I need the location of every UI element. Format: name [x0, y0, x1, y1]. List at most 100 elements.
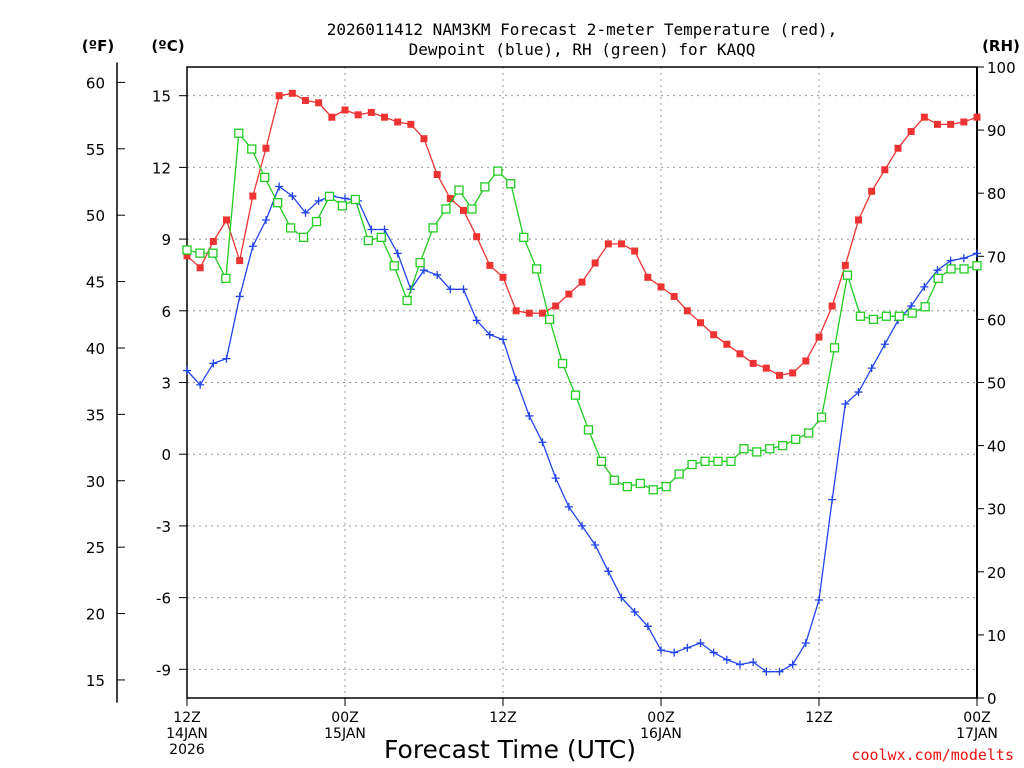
- data-point: [544, 314, 555, 325]
- data-point: [868, 314, 879, 325]
- series-rh: [182, 128, 982, 495]
- data-point: [868, 187, 876, 195]
- data-point: [275, 182, 284, 191]
- data-point: [454, 185, 464, 195]
- data-point: [209, 237, 217, 245]
- data-point: [341, 106, 349, 114]
- data-point: [472, 316, 481, 325]
- data-point: [933, 273, 943, 284]
- fahrenheit-tick-label: 30: [86, 473, 105, 491]
- data-point: [855, 216, 862, 224]
- x-tick-label: 15JAN: [324, 726, 366, 742]
- series-line: [186, 185, 978, 673]
- data-point: [235, 292, 244, 301]
- fahrenheit-tick-label: 60: [86, 74, 105, 92]
- data-point: [762, 364, 770, 372]
- data-point: [946, 256, 955, 265]
- fahrenheit-tick-label: 20: [86, 606, 105, 624]
- data-point: [618, 240, 625, 248]
- data-point: [635, 478, 645, 489]
- data-point: [749, 359, 757, 367]
- data-point: [234, 128, 244, 138]
- series-dewpoint: [183, 182, 981, 676]
- data-point: [564, 502, 573, 511]
- data-point: [749, 658, 758, 667]
- celsius-tick-label: 3: [161, 375, 171, 393]
- data-point: [459, 285, 468, 294]
- data-point: [630, 607, 639, 616]
- data-point: [196, 380, 205, 389]
- x-tick-label: 2026: [169, 742, 205, 758]
- data-point: [302, 96, 309, 104]
- data-point: [791, 434, 801, 444]
- data-point: [260, 172, 270, 183]
- data-point: [867, 364, 876, 373]
- data-point: [557, 358, 568, 369]
- data-point: [683, 307, 691, 315]
- rh-tick-label: 10: [987, 627, 1006, 645]
- data-point: [506, 179, 516, 189]
- data-point: [182, 245, 192, 255]
- data-point: [765, 444, 775, 454]
- data-point: [648, 485, 658, 495]
- data-point: [301, 208, 310, 217]
- data-point: [739, 444, 749, 454]
- celsius-tick-label: -3: [156, 518, 171, 536]
- data-point: [736, 660, 744, 669]
- data-point: [324, 191, 335, 202]
- data-point: [350, 194, 361, 205]
- data-point: [248, 242, 257, 251]
- data-point: [880, 340, 889, 349]
- data-point: [803, 428, 814, 438]
- data-point: [183, 252, 191, 260]
- fahrenheit-tick-label: 40: [86, 340, 105, 358]
- data-point: [894, 144, 902, 152]
- data-point: [776, 371, 783, 379]
- data-point: [854, 388, 863, 397]
- data-point: [499, 335, 507, 344]
- x-tick-label: 14JAN: [166, 726, 208, 742]
- data-point: [570, 390, 581, 400]
- data-point: [631, 247, 639, 255]
- data-point: [249, 192, 257, 200]
- data-point: [841, 400, 850, 409]
- data-point: [415, 257, 425, 268]
- data-point: [393, 249, 402, 258]
- series-temperature: [183, 89, 981, 379]
- data-point: [696, 639, 705, 648]
- data-point: [525, 411, 534, 420]
- data-point: [710, 331, 718, 339]
- data-point: [881, 166, 889, 174]
- data-point: [661, 481, 671, 492]
- data-point: [446, 194, 454, 202]
- x-tick-label: 00Z: [647, 710, 674, 726]
- data-point: [441, 204, 451, 214]
- data-point: [583, 425, 594, 435]
- data-point: [801, 639, 810, 648]
- data-point: [183, 366, 191, 375]
- x-tick-label: 12Z: [489, 710, 516, 726]
- data-point: [959, 254, 968, 263]
- data-point: [591, 259, 599, 267]
- data-point: [486, 261, 494, 269]
- data-point: [288, 89, 296, 97]
- data-point: [493, 166, 503, 176]
- data-point: [551, 474, 560, 483]
- rh-unit-label: (RH): [982, 37, 1020, 55]
- data-point: [285, 223, 296, 233]
- data-point: [828, 302, 836, 310]
- data-point: [775, 667, 784, 676]
- rh-tick-label: 100: [987, 59, 1016, 77]
- data-point: [657, 646, 665, 655]
- data-point: [420, 266, 428, 275]
- data-point: [467, 204, 477, 214]
- data-point: [683, 643, 692, 652]
- data-point: [519, 232, 529, 243]
- data-point: [828, 495, 837, 504]
- data-point: [815, 596, 823, 605]
- data-point: [622, 481, 632, 492]
- data-point: [512, 307, 520, 315]
- fahrenheit-tick-label: 35: [86, 406, 105, 424]
- axes: [116, 62, 984, 706]
